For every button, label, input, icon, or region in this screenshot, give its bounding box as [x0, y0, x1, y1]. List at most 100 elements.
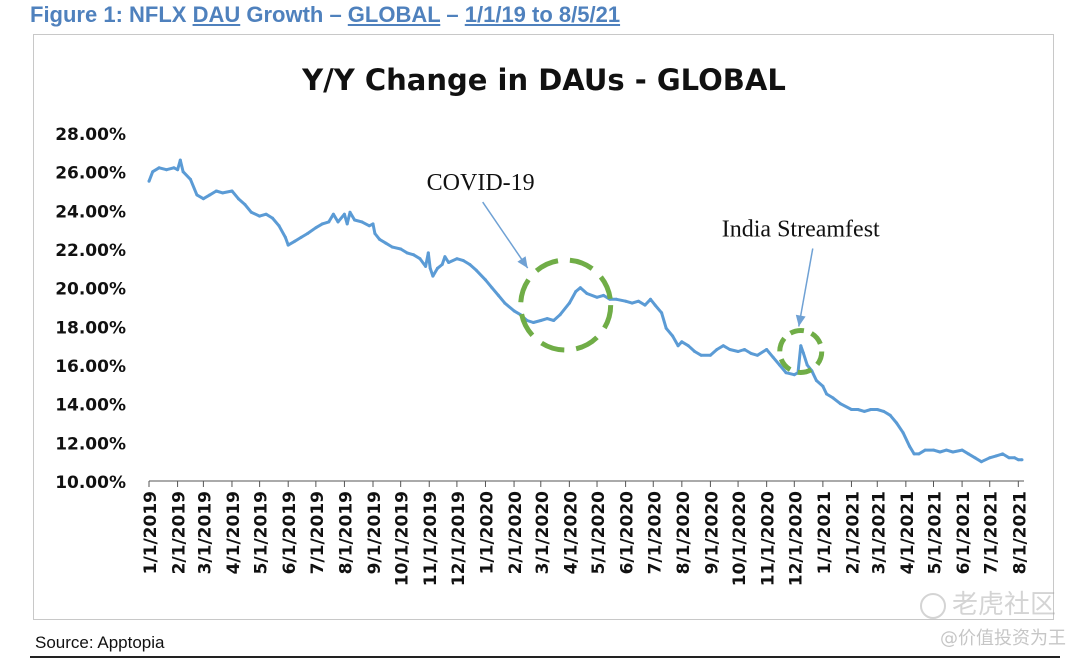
data-point — [944, 448, 948, 452]
data-point — [831, 396, 835, 400]
y-tick-label: 12.00% — [55, 434, 126, 454]
x-tick-label: 4/1/2020 — [561, 491, 581, 575]
data-point — [360, 220, 364, 224]
data-point — [195, 193, 199, 197]
data-point — [736, 350, 740, 353]
data-point — [908, 444, 911, 448]
data-point — [468, 263, 472, 266]
data-point — [784, 371, 788, 375]
x-tick-label: 6/1/2021 — [954, 491, 974, 574]
data-point — [676, 344, 680, 348]
data-point — [595, 295, 599, 299]
data-point — [671, 334, 675, 338]
figure-title: Figure 1: NFLX DAU Growth – GLOBAL – 1/1… — [30, 2, 620, 28]
data-point — [176, 168, 180, 172]
data-point — [258, 214, 262, 218]
data-point — [412, 253, 416, 257]
data-point — [331, 212, 335, 216]
watermark-handle: @价值投资为王 — [940, 628, 1066, 649]
y-tick-label: 28.00% — [55, 125, 126, 145]
data-point — [715, 348, 719, 351]
data-point — [531, 321, 535, 324]
annotation-arrow — [482, 201, 529, 269]
data-point — [236, 197, 240, 201]
data-point — [994, 454, 998, 458]
data-point — [243, 203, 247, 206]
x-tick-label: 9/1/2020 — [702, 491, 722, 575]
annotation-label: COVID-19 — [427, 170, 535, 196]
data-point — [792, 373, 796, 377]
data-point — [1007, 456, 1011, 460]
data-point — [165, 168, 168, 172]
line-chart: Y/Y Change in DAUs - GLOBAL 10.00% 12.00%… — [55, 63, 1030, 586]
y-tick-label: 22.00% — [55, 241, 126, 261]
data-point — [399, 247, 403, 251]
source-note: Source: Apptopia — [35, 633, 165, 652]
data-point — [443, 255, 447, 259]
data-point — [821, 384, 825, 388]
annotation-arrowhead — [517, 256, 528, 269]
data-point — [912, 452, 916, 456]
x-tick-label: 6/1/2020 — [618, 491, 638, 575]
figure-title-dau: DAU — [192, 2, 241, 27]
figure-title-dash: – — [440, 2, 465, 27]
y-tick-label: 14.00% — [55, 396, 126, 416]
watermark-brand: 老虎社区 — [920, 584, 1056, 621]
x-tick-label: 4/1/2021 — [898, 491, 918, 574]
y-tick-label: 10.00% — [55, 473, 126, 493]
data-point — [743, 348, 746, 351]
x-tick-label: 10/1/2020 — [730, 491, 750, 586]
data-point — [299, 235, 303, 239]
x-tick-label: 10/1/2019 — [393, 491, 413, 586]
data-point — [799, 344, 803, 348]
data-point — [630, 301, 634, 305]
data-point — [825, 392, 829, 396]
x-tick-label: 3/1/2019 — [195, 491, 215, 574]
x-tick-label: 8/1/2021 — [1010, 491, 1030, 574]
data-point — [424, 264, 428, 268]
x-axis: 1/1/2019 2/1/2019 3/1/2019 4/1/2019 5/1/2019… — [141, 480, 1030, 586]
y-tick-label: 26.00% — [55, 164, 126, 184]
data-point — [850, 408, 853, 411]
y-tick-label: 18.00% — [55, 318, 126, 338]
x-tick-label: 1/1/2021 — [815, 491, 835, 574]
data-point — [979, 460, 983, 464]
data-point — [708, 353, 712, 357]
data-point — [373, 232, 377, 235]
x-tick-label: 9/1/2019 — [365, 491, 385, 574]
data-point — [314, 226, 318, 230]
data-point — [917, 452, 921, 456]
data-point — [230, 189, 234, 193]
data-point — [490, 286, 494, 290]
data-point — [664, 326, 668, 330]
data-point — [721, 344, 725, 348]
y-axis: 10.00% 12.00% 14.00% 16.00% 18.00% 20.00% 22.0… — [55, 125, 126, 493]
data-point — [749, 351, 753, 355]
data-point — [574, 290, 578, 293]
x-tick-label: 2/1/2021 — [843, 491, 863, 574]
data-point — [208, 193, 212, 197]
data-point — [567, 301, 571, 305]
data-point — [686, 344, 690, 348]
data-point — [888, 413, 892, 417]
data-point — [755, 353, 759, 357]
data-point — [693, 350, 697, 353]
data-point — [436, 266, 439, 270]
data-point — [348, 210, 352, 214]
x-tick-label: 8/1/2019 — [336, 491, 356, 574]
annotation-arrowhead — [795, 314, 806, 327]
y-tick-label: 16.00% — [55, 357, 126, 377]
data-point — [503, 301, 507, 305]
data-point — [431, 274, 435, 278]
data-point — [201, 197, 205, 201]
annotation-arrow — [798, 248, 814, 327]
chart-title: Y/Y Change in DAUs - GLOBAL — [301, 63, 786, 97]
x-tick-label: 5/1/2019 — [252, 491, 272, 574]
data-point — [649, 297, 652, 301]
data-point — [653, 303, 657, 307]
data-point — [371, 222, 375, 226]
data-point — [545, 317, 549, 321]
data-point — [602, 293, 605, 297]
data-point — [938, 450, 942, 454]
data-point — [277, 224, 281, 228]
